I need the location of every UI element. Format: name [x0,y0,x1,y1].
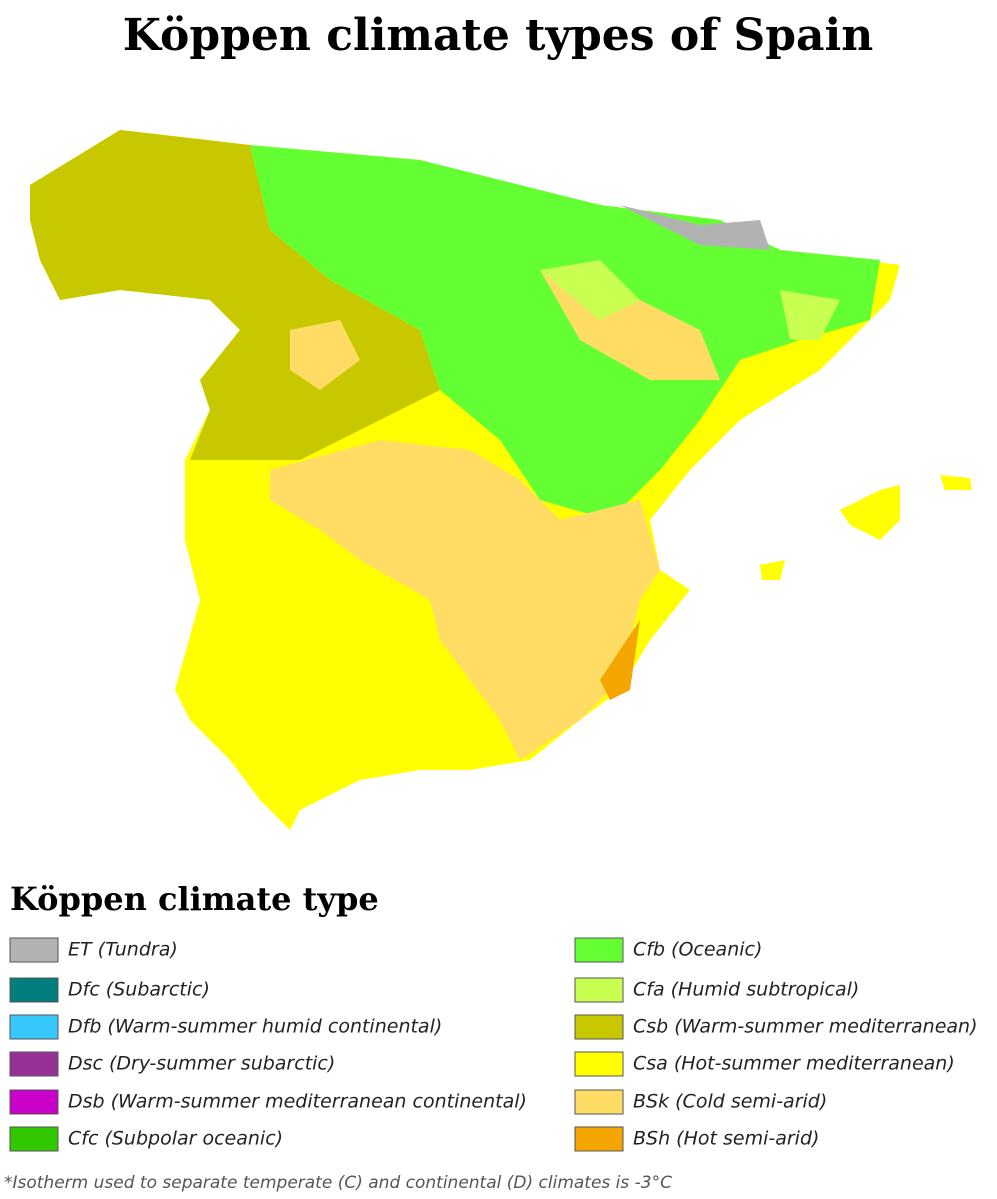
legend-label: Csb (Warm-summer mediterranean) [633,1016,978,1038]
legend-swatch [9,1051,59,1077]
legend-label: Cfc (Subpolar oceanic) [68,1128,283,1150]
legend-swatch [9,1014,59,1040]
legend-heading: Köppen climate type [10,880,379,918]
map [30,130,972,830]
mallorca [840,485,900,540]
legend-swatch [574,977,624,1003]
region-csb [30,130,440,460]
legend-label: BSk (Cold semi-arid) [633,1091,827,1113]
title: Köppen climate types of Spain [123,10,873,61]
region-bsk [290,320,360,390]
legend-swatch [9,1089,59,1115]
legend-label: Dsc (Dry-summer subarctic) [68,1053,335,1075]
legend-swatch [574,937,624,963]
legend-swatch [9,1126,59,1152]
region-et [620,205,770,250]
legend-label: Cfa (Humid subtropical) [633,979,859,1001]
legend-label: Dfc (Subarctic) [68,979,210,1001]
region-bsh [600,620,640,700]
legend-label: Csa (Hot-summer mediterranean) [633,1053,955,1075]
ibiza [760,560,785,580]
legend-label: Dfb (Warm-summer humid continental) [68,1016,442,1038]
legend-label: Cfb (Oceanic) [633,939,762,961]
region-cfa [780,290,840,340]
legend-swatch [9,937,59,963]
menorca [940,475,972,490]
legend-label: ET (Tundra) [68,939,178,961]
legend-swatch [574,1089,624,1115]
region-bsk [270,440,660,760]
legend-swatch [9,977,59,1003]
region-cfa [540,260,640,320]
legend-swatch [574,1014,624,1040]
footnote: *Isotherm used to separate temperate (C)… [4,1173,672,1193]
legend-swatch [574,1051,624,1077]
legend-swatch [574,1126,624,1152]
legend-label: Dsb (Warm-summer mediterranean continent… [68,1091,527,1113]
legend: ET (Tundra) Dfc (Subarctic) Dfb (Warm-summ… [9,937,978,1152]
legend-label: BSh (Hot semi-arid) [633,1128,819,1150]
